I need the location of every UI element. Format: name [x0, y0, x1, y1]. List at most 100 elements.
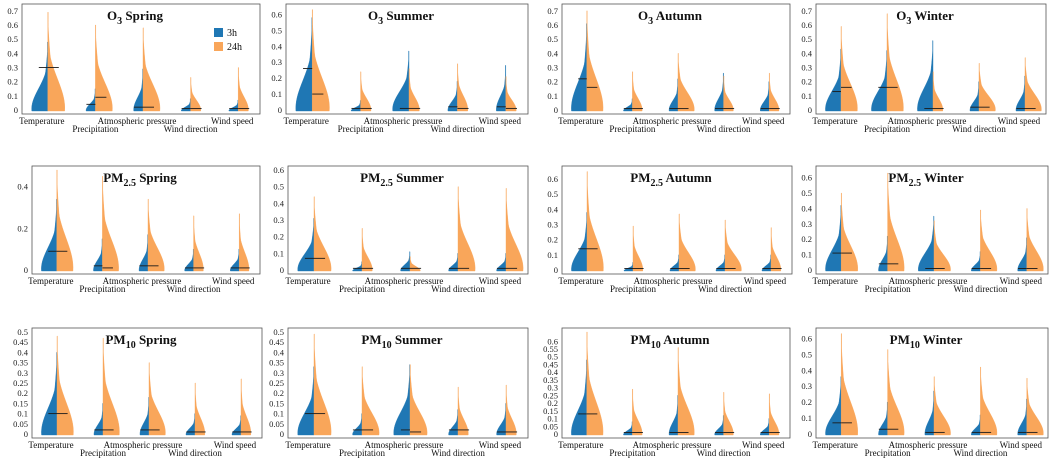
violin-24h-half — [102, 337, 120, 436]
violin-24h-half — [723, 392, 734, 436]
violin-3h-half — [350, 100, 361, 112]
y-tick-label: 0.2 — [801, 234, 812, 244]
x-category-label: Temperature — [813, 276, 858, 286]
y-tick-label: 0.3 — [547, 220, 558, 230]
y-tick-label: 0 — [808, 105, 812, 115]
y-tick-label: 0.5 — [17, 327, 28, 337]
y-tick-label: 0.35 — [269, 358, 284, 368]
y-tick-label: 0.05 — [13, 419, 28, 429]
violin-24h-half — [238, 67, 249, 112]
x-category-label: Atmospheric pressure — [365, 276, 444, 286]
title-subscript: 3 — [117, 16, 122, 27]
title-subscript: 10 — [910, 340, 920, 351]
violin-24h-half — [586, 171, 604, 272]
violin-3h-half — [825, 48, 842, 112]
y-tick-label: 0.6 — [547, 20, 558, 30]
x-category-label: Temperature — [28, 440, 73, 450]
title-subscript: 3 — [906, 16, 911, 27]
title-main: PM — [361, 332, 381, 347]
violin-3h-half — [760, 81, 770, 112]
y-tick-label: 0.5 — [547, 189, 558, 199]
y-tick-label: 0.2 — [801, 397, 812, 407]
x-category-label: Wind direction — [431, 284, 485, 294]
y-tick-label: 0.4 — [801, 203, 812, 213]
y-tick-label: 0.4 — [801, 48, 812, 58]
title-subscript: 2.5 — [650, 178, 663, 189]
violin-24h-half — [505, 188, 524, 272]
y-tick-label: 0.3 — [273, 215, 284, 225]
x-category-label: Atmospheric pressure — [103, 276, 182, 286]
y-tick-label: 0.3 — [547, 63, 558, 73]
violin-24h-half — [677, 53, 695, 112]
y-tick-label: 0.4 — [271, 41, 282, 51]
x-category-label: Wind speed — [998, 116, 1041, 126]
violin-3h-half — [969, 81, 980, 112]
panel-frame — [815, 3, 1047, 115]
violin-3h-half — [878, 235, 888, 272]
y-tick-label: 0.7 — [547, 6, 558, 16]
title-season: Winter — [920, 332, 963, 347]
violin-3h-half — [496, 65, 506, 112]
violin-24h-half — [313, 333, 332, 436]
violin-3h-half — [1017, 237, 1027, 272]
y-tick-label: 0.4 — [17, 182, 28, 192]
y-tick-label: 0.1 — [547, 250, 558, 260]
x-category-label: Precipitation — [72, 124, 118, 134]
y-tick-label: 0.3 — [273, 368, 284, 378]
y-tick-label: 0.25 — [13, 378, 28, 388]
violin-24h-half — [769, 72, 780, 112]
chart-panel: PM2.5 Spring 0 0.2 0.4 Temperature Precipitat… — [17, 165, 261, 294]
legend-swatch — [214, 28, 223, 37]
x-category-label: Precipitation — [80, 448, 126, 458]
violin-24h-half — [56, 169, 74, 272]
legend-label: 24h — [227, 42, 242, 53]
title-main: O — [638, 8, 648, 23]
title-main: PM — [360, 170, 380, 185]
y-tick-label: 0 — [280, 265, 284, 275]
x-category-label: Wind speed — [742, 440, 785, 450]
violin-3h-half — [878, 401, 888, 436]
title-main: PM — [630, 170, 650, 185]
title-season: Summer — [383, 8, 434, 23]
panel-frame — [561, 3, 791, 115]
title-season: Winter — [921, 170, 964, 185]
y-tick-label: 0.6 — [801, 333, 812, 343]
violin-24h-half — [505, 76, 517, 112]
title-season: Winter — [911, 8, 954, 23]
x-category-label: Atmospheric pressure — [364, 116, 443, 126]
violin-24h-half — [312, 9, 330, 112]
y-tick-label: 0.1 — [547, 91, 558, 101]
x-category-label: Wind direction — [431, 448, 485, 458]
chart-panel: PM2.5 Winter 0 0.1 0.2 0.3 0.4 0.5 0.6 Temperatu… — [801, 165, 1049, 294]
y-tick-label: 0.1 — [271, 89, 282, 99]
violin-24h-half — [361, 366, 380, 436]
chart-panel: PM10 Winter 0 0.1 0.2 0.3 0.4 0.5 0.6 Temperatur… — [801, 327, 1049, 458]
y-tick-label: 0.5 — [801, 34, 812, 44]
violin-3h-half — [924, 390, 935, 436]
y-tick-label: 0.2 — [273, 232, 284, 242]
y-tick-label: 0.7 — [801, 6, 812, 16]
y-tick-label: 0 — [14, 105, 18, 115]
violin-24h-half — [887, 349, 905, 436]
title-subscript: 3 — [378, 16, 383, 27]
y-tick-label: 0.25 — [269, 378, 284, 388]
violin-24h-half — [409, 256, 421, 272]
violin-24h-half — [887, 172, 905, 272]
violin-24h-half — [360, 71, 372, 112]
x-category-label: Wind speed — [742, 116, 785, 126]
y-tick-label: 0.55 — [543, 344, 558, 354]
title-season: Spring — [136, 332, 177, 347]
x-category-label: Precipitation — [339, 284, 385, 294]
violin-24h-half — [147, 198, 165, 272]
y-tick-label: 0.6 — [271, 9, 282, 19]
y-tick-label: 0.35 — [13, 358, 28, 368]
violin-3h-half — [31, 41, 48, 112]
x-category-label: Precipitation — [865, 448, 911, 458]
x-category-label: Atmospheric pressure — [104, 440, 183, 450]
x-category-label: Precipitation — [609, 448, 655, 458]
x-category-label: Temperature — [558, 440, 603, 450]
y-tick-label: 0.1 — [547, 414, 558, 424]
x-category-label: Precipitation — [339, 448, 385, 458]
x-category-label: Atmospheric pressure — [634, 276, 713, 286]
y-tick-label: 0.45 — [13, 337, 28, 347]
